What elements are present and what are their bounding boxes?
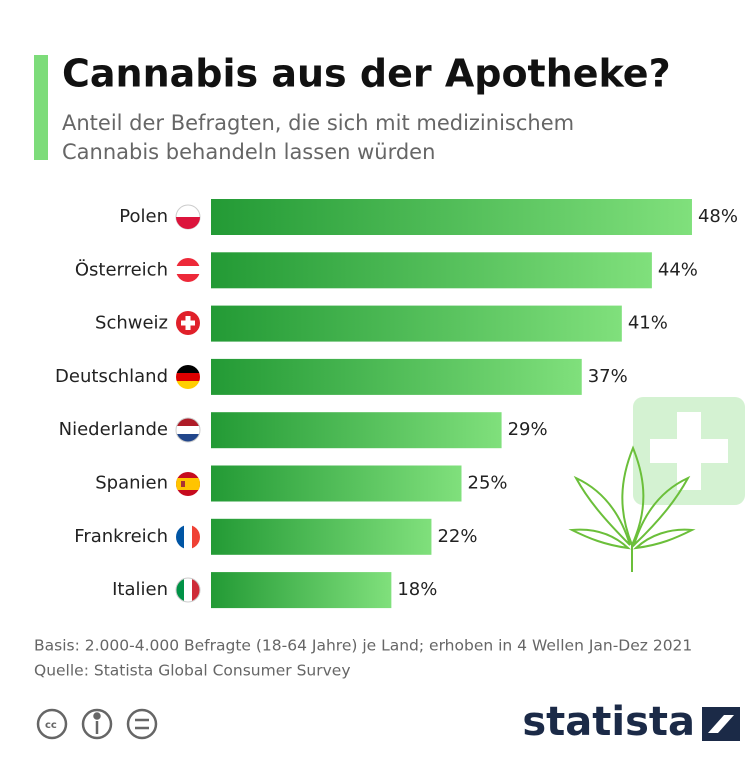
category-label: Niederlande <box>59 419 168 440</box>
accent-bar <box>34 55 48 160</box>
bar <box>211 412 502 449</box>
value-label: 29% <box>508 419 548 440</box>
value-label: 37% <box>588 366 628 387</box>
bar <box>211 305 622 342</box>
chart-title: Cannabis aus der Apotheke? <box>62 52 671 96</box>
footnote: Basis: 2.000-4.000 Befragte (18-64 Jahre… <box>34 637 692 655</box>
value-label: 25% <box>468 473 508 494</box>
brand-mark <box>702 707 740 741</box>
source: Quelle: Statista Global Consumer Survey <box>34 662 351 680</box>
value-label: 44% <box>658 259 698 280</box>
license-icons <box>36 708 158 740</box>
bar <box>211 518 432 555</box>
bar <box>211 358 582 395</box>
chart-subtitle: Cannabis behandeln lassen würden <box>62 140 435 164</box>
value-label: 22% <box>437 526 477 547</box>
category-label: Spanien <box>95 473 168 494</box>
category-label: Italien <box>112 579 168 600</box>
value-label: 41% <box>628 313 668 334</box>
cc-label: cc <box>45 720 57 731</box>
value-label: 48% <box>698 206 738 227</box>
brand-logo: statista <box>522 699 695 745</box>
category-label: Frankreich <box>74 526 168 547</box>
category-label: Schweiz <box>95 313 168 334</box>
chart-subtitle: Anteil der Befragten, die sich mit mediz… <box>62 111 574 135</box>
bar <box>211 199 692 235</box>
value-label: 18% <box>397 579 437 600</box>
category-label: Polen <box>119 206 168 227</box>
bar <box>211 465 462 502</box>
category-label: Österreich <box>75 258 168 280</box>
bar <box>211 572 392 609</box>
decoration <box>568 397 745 572</box>
bar <box>211 252 652 289</box>
category-label: Deutschland <box>55 366 168 387</box>
flags <box>175 204 201 603</box>
